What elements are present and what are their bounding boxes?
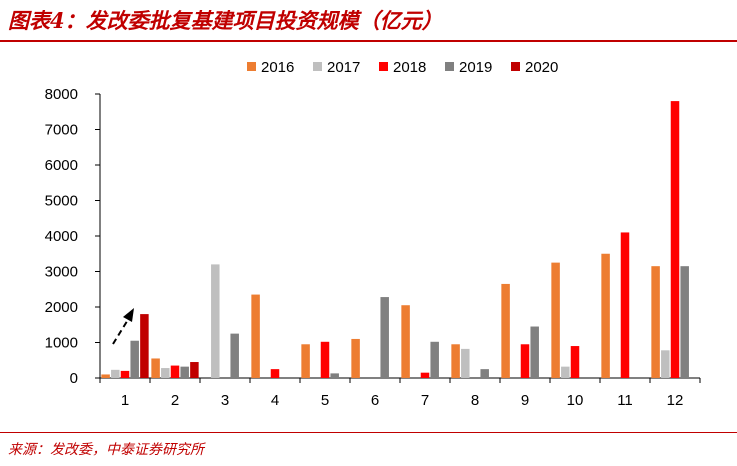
trend-arrow-head: [123, 308, 134, 322]
bar-2016-12: [651, 266, 660, 378]
bar-2018-11: [620, 232, 630, 378]
x-tick-label: 6: [371, 392, 379, 409]
x-tick-label: 10: [567, 392, 584, 409]
bars: [101, 101, 689, 378]
bar-2016-6: [351, 338, 360, 378]
x-tick-label: 9: [521, 392, 529, 409]
legend-swatch-2017: [313, 62, 322, 71]
x-tick-label: 3: [221, 392, 229, 409]
y-tick-label: 4000: [45, 228, 78, 245]
legend-label-2016: 2016: [261, 59, 294, 76]
bar-2016-7: [401, 305, 410, 378]
bar-2018-5: [320, 341, 330, 378]
trend-arrow-line: [112, 317, 130, 345]
legend-swatch-2019: [445, 62, 454, 71]
bar-2017-2: [161, 368, 170, 378]
bar-2019-3: [230, 333, 239, 378]
bar-2018-7: [420, 372, 430, 378]
legend-label-2017: 2017: [327, 59, 360, 76]
bar-2018-10: [570, 346, 580, 378]
bar-2017-10: [561, 366, 570, 378]
bar-2019-2: [180, 366, 189, 378]
bar-2016-4: [251, 294, 260, 378]
y-axis: 0 1000 2000 3000 4000 5000 6000 7000 8000: [45, 86, 101, 387]
y-tick-label: 5000: [45, 193, 78, 210]
bar-2016-9: [501, 283, 510, 378]
bar-2017-3: [211, 264, 220, 378]
legend-label-2019: 2019: [459, 59, 492, 76]
title-rule: [0, 40, 737, 42]
bar-2018-2: [170, 365, 180, 378]
footer-rule: [0, 432, 737, 433]
bar-2018-1: [120, 370, 130, 378]
bar-2016-2: [151, 358, 160, 378]
x-tick-label: 7: [421, 392, 429, 409]
bar-2016-8: [451, 344, 460, 378]
legend-swatch-2016: [247, 62, 256, 71]
bar-2020-2: [190, 362, 199, 378]
source-note: 来源：发改委，中泰证券研究所: [8, 442, 204, 458]
bar-2016-10: [551, 262, 560, 378]
bar-2018-12: [670, 101, 680, 378]
bar-2016-11: [601, 253, 610, 378]
x-tick-label: 4: [271, 392, 279, 409]
bar-2017-1: [111, 369, 120, 378]
x-tick-label: 1: [121, 392, 129, 409]
y-tick-label: 6000: [45, 157, 78, 174]
bar-2019-1: [130, 340, 139, 378]
x-tick-label: 12: [667, 392, 684, 409]
bar-2019-5: [330, 373, 339, 378]
y-tick-label: 2000: [45, 299, 78, 316]
y-tick-label: 0: [70, 370, 78, 387]
bar-2016-5: [301, 344, 310, 378]
legend-swatch-2018: [379, 62, 388, 71]
bar-2019-7: [430, 341, 439, 378]
y-tick-label: 7000: [45, 122, 78, 139]
x-tick-label: 2: [171, 392, 179, 409]
y-tick-label: 8000: [45, 86, 78, 103]
x-tick-label: 5: [321, 392, 329, 409]
y-tick-label: 3000: [45, 264, 78, 281]
bar-2019-6: [380, 297, 389, 378]
trend-arrow-annotation: [112, 308, 134, 345]
legend-label-2018: 2018: [393, 59, 426, 76]
legend-swatch-2020: [511, 62, 520, 71]
bar-2016-1: [101, 374, 110, 378]
bar-2017-8: [461, 348, 470, 378]
bar-2018-4: [270, 369, 280, 378]
x-tick-label: 11: [617, 392, 633, 409]
x-axis: 1 2 3 4 5 6 7 8 9 10 11 12: [99, 377, 701, 409]
legend-label-2020: 2020: [525, 59, 558, 76]
bar-2020-1: [140, 314, 149, 378]
bar-2019-12: [680, 266, 689, 378]
legend: 2016 2017 2018 2019 2020: [247, 59, 558, 76]
bar-2019-9: [530, 326, 539, 378]
bar-2017-12: [661, 350, 670, 378]
x-tick-label: 8: [471, 392, 479, 409]
bar-2018-9: [520, 344, 530, 378]
chart-title: 图表4：发改委批复基建项目投资规模（亿元）: [8, 8, 443, 33]
bar-2019-8: [480, 369, 489, 378]
y-tick-label: 1000: [45, 335, 78, 352]
